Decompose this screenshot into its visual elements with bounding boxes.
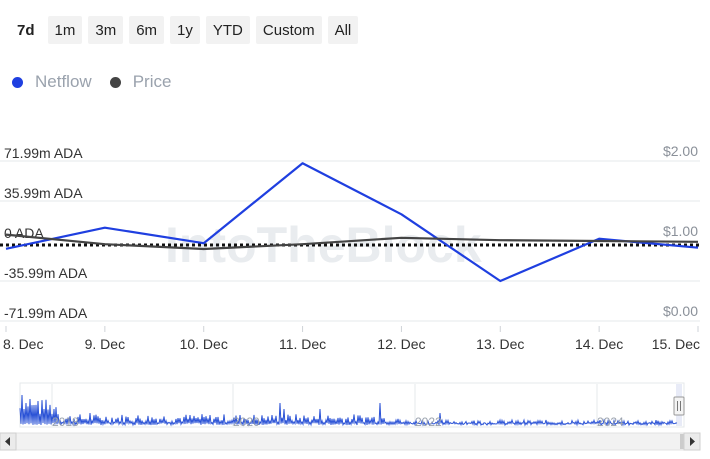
x-tick-label: 10. Dec [180,336,228,352]
navigator-year-label: 2018 [52,415,79,429]
data-point-price[interactable] [597,239,601,243]
navigator-year-label: 2020 [233,415,260,429]
x-tick-label: 12. Dec [377,336,425,352]
data-point-netflow[interactable] [103,226,107,230]
right-tick-label: $0.00 [663,303,698,319]
navigator-year-label: 2024 [597,415,624,429]
left-tick-label: -35.99m ADA [4,265,88,281]
data-point-netflow[interactable] [4,247,8,251]
x-tick-label: 9. Dec [85,336,125,352]
range-button-1y[interactable]: 1y [170,16,200,44]
grid [0,160,700,332]
legend: Netflow Price [12,72,171,92]
data-point-netflow[interactable] [696,246,700,250]
data-point-price[interactable] [103,242,107,246]
data-point-price[interactable] [4,233,8,237]
arrow-left-icon[interactable] [0,432,17,451]
right-axis: $2.00 $1.00 $0.00 [663,143,698,319]
legend-item-netflow[interactable]: Netflow [12,72,92,92]
x-tick-label: 13. Dec [476,336,524,352]
range-button-custom[interactable]: Custom [255,16,322,44]
arrow-right-icon[interactable] [683,432,701,451]
left-tick-label: 71.99m ADA [4,145,83,161]
x-tick-label: 15. Dec [652,336,700,352]
right-tick-label: $1.00 [663,223,698,239]
navigator-netflow-sparkline [19,394,678,427]
range-button-all[interactable]: All [327,16,359,44]
navigator[interactable]: 2018 2020 2022 2024 [19,382,685,429]
left-tick-label: -71.99m ADA [4,305,88,321]
scrollbar-thumb[interactable] [680,434,684,449]
legend-dot-icon [12,76,23,88]
range-button-6m[interactable]: 6m [129,16,165,44]
x-tick-label: 8. Dec [3,336,43,352]
series-line-price [5,233,699,251]
legend-dot-icon [109,76,121,88]
navigator-year-label: 2022 [415,415,442,429]
data-point-netflow[interactable] [399,212,403,216]
range-button-ytd[interactable]: YTD [205,16,250,44]
data-point-price[interactable] [696,240,700,244]
data-point-price[interactable] [202,247,206,251]
range-button-3m[interactable]: 3m [88,16,124,44]
data-point-netflow[interactable] [202,241,206,245]
series-line-netflow [5,162,699,283]
left-tick-label: 35.99m ADA [4,185,83,201]
scrollbar-track[interactable] [0,432,701,451]
x-tick-label: 14. Dec [575,336,623,352]
data-point-price[interactable] [498,238,502,242]
data-point-price[interactable] [399,236,403,240]
legend-item-price[interactable]: Price [109,72,172,92]
x-tick-label: 11. Dec [279,336,326,352]
scrollbar[interactable] [0,432,701,451]
data-point-netflow[interactable] [498,279,502,283]
series-layer [4,161,700,283]
grip-handle-icon[interactable] [673,396,685,416]
range-button-7d[interactable]: 7d [10,16,42,44]
range-selector: 7d 1m 3m 6m 1y YTD Custom All [10,16,359,44]
range-button-1m[interactable]: 1m [47,16,83,44]
legend-label: Netflow [35,72,92,91]
data-point-price[interactable] [301,242,305,246]
right-tick-label: $2.00 [663,143,698,159]
legend-label: Price [132,72,172,91]
data-point-netflow[interactable] [301,161,305,165]
x-axis: 8. Dec 9. Dec 10. Dec 11. Dec 12. Dec 13. Dec… [3,336,700,352]
